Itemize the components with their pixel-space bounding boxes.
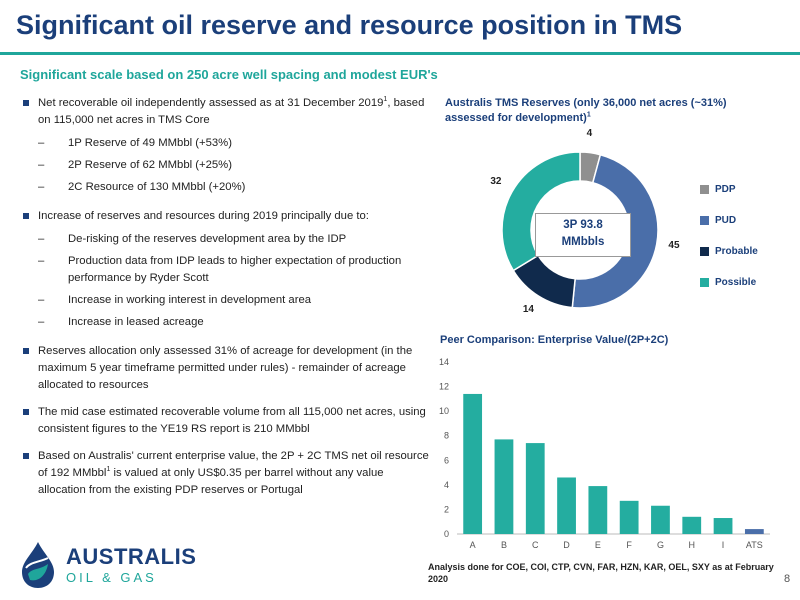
bullet-increase: Increase of reserves and resources durin… <box>22 208 432 225</box>
bullet-list: Net recoverable oil independently assess… <box>22 95 432 505</box>
x-tick-label: I <box>722 540 725 550</box>
y-tick-label: 14 <box>439 357 449 367</box>
legend-swatch <box>700 278 709 287</box>
legend-item-pdp: PDP <box>700 174 758 205</box>
y-tick-label: 0 <box>444 529 449 539</box>
bar-f <box>619 500 639 534</box>
logo-tagline: OIL & GAS <box>66 570 157 585</box>
bar-chart-title: Peer Comparison: Enterprise Value/(2P+2C… <box>440 334 669 346</box>
bar-g <box>651 505 670 534</box>
bullet-enterprise-value: Based on Australis' current enterprise v… <box>22 448 432 499</box>
sub-bullet-derisking: De-risking of the reserves development a… <box>22 231 432 248</box>
bar-i <box>713 518 733 534</box>
legend-item-probable: Probable <box>700 236 758 267</box>
donut-value-label-possible: 32 <box>490 175 502 187</box>
y-tick-label: 10 <box>439 406 449 416</box>
legend-item-possible: Possible <box>700 267 758 298</box>
x-tick-label: ATS <box>746 540 763 550</box>
bar-a <box>463 393 483 534</box>
donut-center-label: 3P 93.8 MMbbls <box>535 213 631 257</box>
legend-label: Possible <box>715 277 757 288</box>
bullet-reserves-allocation: Reserves allocation only assessed 31% of… <box>22 343 432 394</box>
x-tick-label: H <box>689 540 696 550</box>
droplet-logo-icon <box>22 542 54 588</box>
australis-logo: AUSTRALIS OIL & GAS <box>14 540 204 590</box>
bullet-net-recoverable: Net recoverable oil independently assess… <box>22 95 432 129</box>
x-tick-label: F <box>626 540 632 550</box>
x-tick-label: D <box>563 540 570 550</box>
page-number: 8 <box>784 573 791 585</box>
legend-item-pud: PUD <box>700 205 758 236</box>
donut-value-label-pdp: 4 <box>586 127 593 139</box>
legend-swatch <box>700 216 709 225</box>
bar-d <box>557 477 576 534</box>
sub-bullet-production: Production data from IDP leads to higher… <box>22 253 432 287</box>
slide-title: Significant oil reserve and resource pos… <box>16 10 683 40</box>
x-tick-label: A <box>470 540 476 550</box>
x-tick-label: B <box>501 540 507 550</box>
donut-value-label-pud: 45 <box>668 240 680 252</box>
x-tick-label: C <box>532 540 539 550</box>
donut-slice-possible <box>501 151 581 272</box>
sub-bullet-leased-acreage: Increase in leased acreage <box>22 314 432 331</box>
donut-value-label-probable: 14 <box>522 304 534 316</box>
bar-chart: 0 2 4 6 8 10 12 14 A B C D E F G H I ATS <box>439 357 770 550</box>
y-tick-label: 4 <box>444 480 449 490</box>
bar-ats <box>744 529 764 534</box>
bullet-mid-case: The mid case estimated recoverable volum… <box>22 404 432 438</box>
logo-name: AUSTRALIS <box>66 544 197 569</box>
x-tick-label: G <box>657 540 664 550</box>
legend-label: Probable <box>715 246 758 257</box>
y-tick-label: 12 <box>439 382 449 392</box>
sub-bullet-2p: 2P Reserve of 62 MMbbl (+25%) <box>22 157 432 174</box>
donut-legend: PDP PUD Probable Possible <box>700 174 758 298</box>
x-tick-label: E <box>595 540 601 550</box>
legend-label: PUD <box>715 215 737 226</box>
legend-label: PDP <box>715 184 736 195</box>
legend-swatch <box>700 185 709 194</box>
footnote: Analysis done for COE, COI, CTP, CVN, FA… <box>428 562 774 584</box>
donut-chart <box>501 151 659 309</box>
legend-swatch <box>700 247 709 256</box>
title-divider <box>0 52 800 55</box>
sub-bullet-1p: 1P Reserve of 49 MMbbl (+53%) <box>22 135 432 152</box>
bar-h <box>682 516 702 534</box>
y-tick-label: 2 <box>444 504 449 514</box>
bar-c <box>525 443 545 534</box>
bar-b <box>494 439 514 534</box>
donut-chart-title: Australis TMS Reserves (only 36,000 net … <box>445 97 727 124</box>
sub-bullet-working-interest: Increase in working interest in developm… <box>22 292 432 309</box>
y-tick-label: 6 <box>444 455 449 465</box>
slide-subtitle: Significant scale based on 250 acre well… <box>20 67 438 82</box>
y-tick-label: 8 <box>444 431 449 441</box>
bar-e <box>588 486 608 534</box>
sub-bullet-2c: 2C Resource of 130 MMbbl (+20%) <box>22 179 432 196</box>
